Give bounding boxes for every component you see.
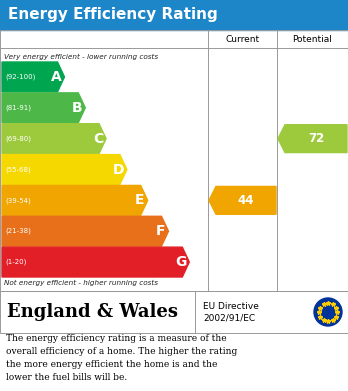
Bar — [0, 0, 348, 30]
Text: A: A — [51, 70, 62, 84]
Text: Potential: Potential — [293, 34, 332, 43]
Text: (55-68): (55-68) — [5, 166, 31, 173]
Polygon shape — [2, 185, 148, 215]
Bar — [0, 30, 348, 291]
Text: D: D — [112, 163, 124, 176]
Polygon shape — [2, 154, 127, 185]
Polygon shape — [2, 93, 85, 123]
Text: (81-91): (81-91) — [5, 104, 31, 111]
Text: England & Wales: England & Wales — [7, 303, 178, 321]
Text: E: E — [135, 194, 145, 207]
Text: Not energy efficient - higher running costs: Not energy efficient - higher running co… — [4, 280, 158, 286]
Text: EU Directive
2002/91/EC: EU Directive 2002/91/EC — [203, 301, 259, 323]
Text: (21-38): (21-38) — [5, 228, 31, 235]
Text: (92-100): (92-100) — [5, 74, 35, 80]
Polygon shape — [2, 216, 168, 246]
Text: F: F — [156, 224, 166, 238]
Bar — [0, 291, 348, 333]
Text: (69-80): (69-80) — [5, 135, 31, 142]
Text: Energy Efficiency Rating: Energy Efficiency Rating — [8, 7, 218, 23]
Polygon shape — [2, 247, 189, 277]
Polygon shape — [2, 62, 64, 92]
Text: Current: Current — [226, 34, 260, 43]
Text: G: G — [175, 255, 186, 269]
Text: 44: 44 — [238, 194, 254, 207]
Text: B: B — [72, 101, 82, 115]
Text: 72: 72 — [308, 132, 324, 145]
Polygon shape — [209, 187, 276, 214]
Text: The energy efficiency rating is a measure of the
overall efficiency of a home. T: The energy efficiency rating is a measur… — [6, 334, 237, 382]
Text: C: C — [93, 132, 103, 145]
Circle shape — [314, 298, 342, 326]
Text: (39-54): (39-54) — [5, 197, 31, 204]
Text: Very energy efficient - lower running costs: Very energy efficient - lower running co… — [4, 54, 158, 60]
Text: (1-20): (1-20) — [5, 259, 26, 265]
Polygon shape — [2, 124, 106, 154]
Polygon shape — [278, 125, 347, 152]
